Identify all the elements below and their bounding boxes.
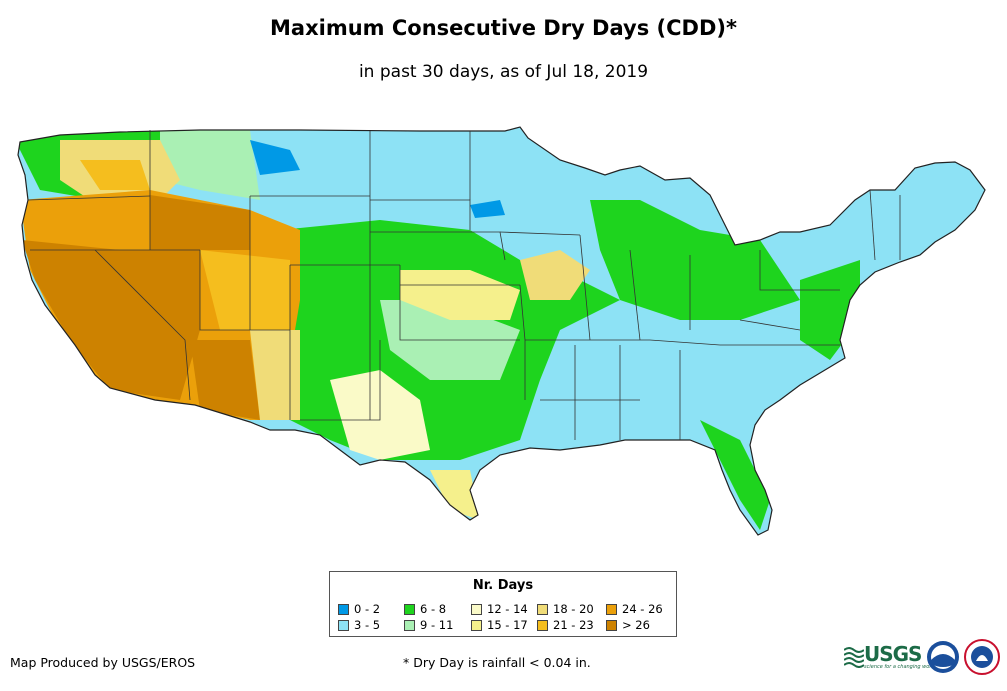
legend-swatch <box>606 604 617 615</box>
usgs-tagline: science for a changing world <box>864 664 936 670</box>
nws-logo-icon <box>964 639 1000 675</box>
noaa-logo-icon <box>927 641 959 673</box>
legend-swatch <box>338 620 349 631</box>
map-subtitle: in past 30 days, as of Jul 18, 2019 <box>358 62 649 82</box>
legend-swatch <box>404 604 415 615</box>
legend-label: 15 - 17 <box>487 618 528 632</box>
legend-item: 24 - 26 <box>606 603 663 616</box>
legend-item: 6 - 8 <box>404 603 446 616</box>
legend-title: Nr. Days <box>472 578 534 593</box>
legend-item: 3 - 5 <box>338 619 380 632</box>
legend-item: 9 - 11 <box>404 619 453 632</box>
legend-label: 18 - 20 <box>553 602 594 616</box>
legend-label: 12 - 14 <box>487 602 528 616</box>
legend-item: 15 - 17 <box>471 619 528 632</box>
legend-swatch <box>404 620 415 631</box>
footnote-text: * Dry Day is rainfall < 0.04 in. <box>403 655 591 670</box>
legend: Nr. Days 0 - 2 3 - 5 6 - 8 9 - 11 12 - 1… <box>329 571 677 637</box>
legend-item: 0 - 2 <box>338 603 380 616</box>
legend-label: 9 - 11 <box>420 618 454 632</box>
legend-swatch <box>537 604 548 615</box>
legend-swatch <box>606 620 617 631</box>
credit-text: Map Produced by USGS/EROS <box>10 655 196 670</box>
legend-swatch <box>338 604 349 615</box>
legend-label: > 26 <box>622 618 650 632</box>
agency-logos: USGS science for a changing world <box>842 638 1002 678</box>
legend-item: 21 - 23 <box>537 619 594 632</box>
legend-label: 6 - 8 <box>420 602 447 616</box>
legend-label: 24 - 26 <box>622 602 663 616</box>
legend-label: 3 - 5 <box>354 618 381 632</box>
cdd-map <box>17 126 986 536</box>
legend-item: 18 - 20 <box>537 603 594 616</box>
legend-swatch <box>537 620 548 631</box>
legend-label: 0 - 2 <box>354 602 381 616</box>
legend-label: 21 - 23 <box>553 618 594 632</box>
legend-swatch <box>471 604 482 615</box>
legend-item: > 26 <box>606 619 650 632</box>
usgs-logo-text: USGS <box>864 642 922 666</box>
legend-swatch <box>471 620 482 631</box>
usgs-wave-icon <box>844 647 864 668</box>
map-title: Maximum Consecutive Dry Days (CDD)* <box>270 16 737 40</box>
legend-item: 12 - 14 <box>471 603 528 616</box>
